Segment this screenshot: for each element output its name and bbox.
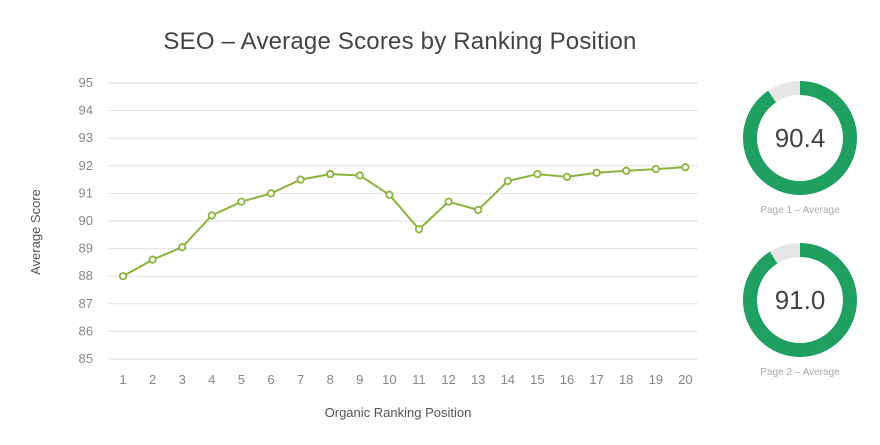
data-point <box>503 176 512 186</box>
y-tick-label: 95 <box>79 75 93 90</box>
x-tick-label: 11 <box>412 372 426 387</box>
data-point <box>562 172 572 181</box>
gauge-caption: Page 1 – Average <box>760 205 840 216</box>
data-point <box>385 190 394 199</box>
data-point <box>414 225 424 234</box>
x-tick-label: 5 <box>238 372 245 387</box>
x-tick-label: 4 <box>208 372 215 387</box>
y-tick-label: 93 <box>79 130 93 145</box>
data-point <box>355 171 364 180</box>
x-tick-label: 15 <box>530 372 544 387</box>
x-tick-label: 9 <box>356 372 363 387</box>
gauge-caption: Page 2 – Average <box>760 367 840 378</box>
data-point <box>651 165 660 174</box>
x-tick-label: 2 <box>149 372 156 387</box>
data-point <box>592 168 601 177</box>
x-tick-label: 3 <box>179 372 186 387</box>
x-tick-label: 19 <box>649 372 663 387</box>
data-point <box>681 163 690 172</box>
chart-title: SEO – Average Scores by Ranking Position <box>163 28 637 55</box>
y-axis-label: Average Score <box>28 189 43 275</box>
x-tick-label: 16 <box>560 372 574 387</box>
y-tick-label: 92 <box>79 158 93 173</box>
x-axis-ticks: 1 2 3 4 5 6 7 8 9 10 11 12 13 14 15 16 17 18 19 20 <box>119 372 692 387</box>
data-point <box>444 197 453 206</box>
grid-lines <box>108 82 698 360</box>
data-point <box>118 272 128 281</box>
data-point <box>296 175 305 184</box>
x-axis-label: Organic Ranking Position <box>325 405 472 420</box>
y-tick-label: 85 <box>79 351 93 366</box>
gauge-value: 90.4 <box>775 123 826 153</box>
x-tick-label: 14 <box>501 372 515 387</box>
data-point <box>326 169 335 179</box>
x-tick-label: 20 <box>678 372 692 387</box>
data-point <box>207 211 216 220</box>
data-point <box>178 243 187 252</box>
data-point <box>474 205 483 215</box>
y-tick-label: 90 <box>79 213 93 228</box>
data-point <box>533 169 542 179</box>
series-group <box>118 163 690 281</box>
gauge-fill <box>743 81 857 195</box>
x-tick-label: 13 <box>471 372 485 387</box>
gauge-fill <box>743 243 857 357</box>
gauge-value: 91.0 <box>775 285 826 315</box>
data-point <box>266 189 276 198</box>
x-tick-label: 7 <box>297 372 304 387</box>
score-gauge: 90.4 Page 1 – Average <box>743 81 857 216</box>
x-tick-label: 17 <box>589 372 603 387</box>
data-point <box>148 255 157 264</box>
y-tick-label: 87 <box>79 296 93 311</box>
x-tick-label: 12 <box>441 372 455 387</box>
data-point <box>237 197 246 206</box>
x-tick-label: 6 <box>267 372 274 387</box>
y-tick-label: 88 <box>79 268 93 283</box>
score-gauge: 91.0 Page 2 – Average <box>743 243 857 378</box>
series-line <box>122 166 686 278</box>
x-tick-label: 8 <box>327 372 334 387</box>
data-point <box>622 166 631 175</box>
x-tick-label: 1 <box>119 372 126 387</box>
gauges-group: 90.4 Page 1 – Average 91.0 Page 2 – Average <box>743 81 857 378</box>
y-tick-label: 86 <box>79 323 93 338</box>
y-tick-label: 94 <box>79 103 93 118</box>
x-tick-label: 18 <box>619 372 633 387</box>
y-tick-label: 91 <box>79 185 93 200</box>
y-tick-label: 89 <box>79 241 93 256</box>
y-axis-ticks: 85 86 87 88 89 90 91 92 93 94 95 <box>79 75 93 366</box>
x-tick-label: 10 <box>382 372 396 387</box>
